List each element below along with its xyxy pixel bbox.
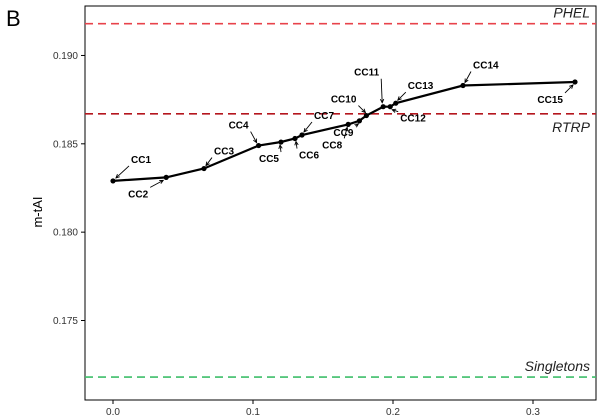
y-axis-label: m-tAI [30, 196, 45, 227]
point-label: CC13 [408, 81, 434, 92]
annotation-arrow [380, 78, 383, 103]
y-tick-label: 0.175 [53, 316, 78, 327]
data-point [278, 139, 284, 145]
reference-line-label: RTRP [552, 119, 591, 135]
annotation-arrow [343, 127, 348, 139]
annotation-arrow [279, 144, 282, 153]
data-point [460, 82, 466, 89]
data-point [345, 121, 351, 127]
data-point [387, 104, 393, 110]
annotation-arrow [358, 105, 366, 113]
data-point [163, 174, 169, 180]
point-label: CC1 [131, 155, 151, 166]
annotation-arrow [464, 71, 472, 83]
annotation-arrowhead [159, 179, 165, 184]
reference-lines: PHEL RTRP Singletons [85, 5, 596, 378]
point-label: CC15 [537, 95, 563, 106]
reference-line-label: Singletons [525, 358, 590, 374]
point-label: CC3 [214, 147, 234, 158]
annotation-arrow [205, 157, 213, 166]
point-label: CC5 [259, 154, 279, 165]
y-tick-label: 0.180 [53, 228, 78, 239]
annotation-arrowhead [464, 78, 469, 84]
data-point [380, 104, 386, 110]
data-point [572, 79, 578, 85]
annotation-arrow [250, 131, 257, 143]
annotation-arrow [397, 91, 407, 101]
y-axis: 0.175 0.180 0.185 0.190 [53, 51, 85, 327]
annotation-arrow [149, 179, 164, 188]
point-label: CC12 [400, 114, 426, 125]
point-label: CC9 [333, 128, 353, 139]
annotation-arrow [115, 165, 130, 179]
annotation-arrow [392, 109, 399, 113]
annotation-arrowhead [397, 96, 402, 101]
annotation-arrowhead [344, 126, 349, 132]
data-point [292, 135, 298, 142]
annotation-arrowhead [278, 144, 283, 149]
annotation-arrowhead [253, 138, 258, 144]
x-tick-label: 0.0 [106, 407, 120, 418]
data-point [363, 112, 369, 119]
point-label: CC4 [229, 121, 249, 132]
point-label: CC11 [354, 68, 379, 79]
x-tick-label: 0.2 [386, 407, 400, 418]
data-point [356, 118, 362, 124]
point-label: CC10 [331, 95, 357, 106]
point-label: CC6 [299, 151, 319, 162]
y-tick-label: 0.190 [53, 51, 78, 62]
annotation-arrow [295, 141, 298, 149]
annotation-arrowhead [569, 84, 574, 89]
annotation-arrowhead [391, 108, 397, 113]
annotation-arrowhead [294, 140, 299, 146]
point-label: CC14 [473, 61, 499, 72]
data-point [299, 132, 305, 138]
annotation-arrowhead [205, 161, 210, 167]
plot-border [84, 5, 597, 401]
annotation-arrowhead [354, 123, 360, 128]
data-series [110, 79, 578, 184]
annotation-arrowhead [361, 108, 367, 114]
x-tick-label: 0.3 [526, 407, 540, 418]
annotation-arrowhead [303, 127, 308, 133]
point-label: CC7 [314, 111, 334, 122]
plot-frame [84, 5, 597, 401]
y-tick-label: 0.185 [53, 139, 78, 150]
x-tick-label: 0.1 [246, 407, 260, 418]
point-label: CC2 [128, 189, 148, 200]
annotation-arrow [564, 84, 574, 94]
reference-line-label: PHEL [553, 5, 590, 21]
data-point [393, 100, 399, 106]
data-point [256, 142, 262, 149]
annotation-arrowhead [379, 98, 385, 104]
x-axis: 0.0 0.1 0.2 0.3 [106, 400, 540, 418]
data-point [201, 165, 207, 172]
annotation-arrow [303, 121, 313, 133]
point-label: CC8 [322, 140, 342, 151]
annotation-arrowhead [115, 174, 120, 179]
data-point [110, 178, 116, 184]
panel-label: B [6, 6, 21, 31]
